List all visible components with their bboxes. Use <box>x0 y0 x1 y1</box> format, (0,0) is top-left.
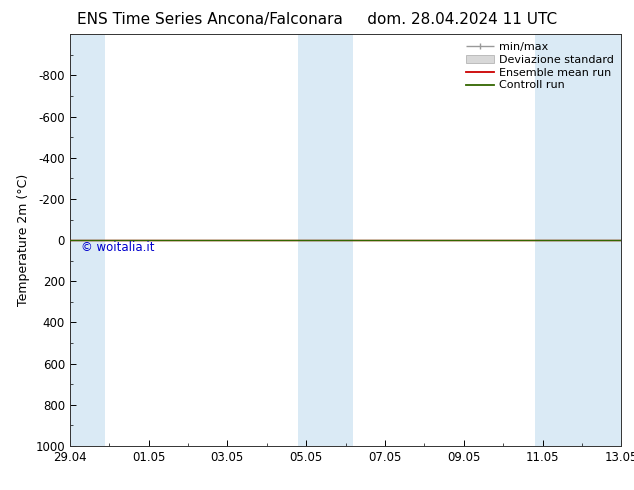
Text: ENS Time Series Ancona/Falconara     dom. 28.04.2024 11 UTC: ENS Time Series Ancona/Falconara dom. 28… <box>77 12 557 27</box>
Bar <box>298 34 353 446</box>
Legend: min/max, Deviazione standard, Ensemble mean run, Controll run: min/max, Deviazione standard, Ensemble m… <box>464 40 616 93</box>
Bar <box>534 34 574 446</box>
Y-axis label: Temperature 2m (°C): Temperature 2m (°C) <box>16 174 30 306</box>
Text: © woitalia.it: © woitalia.it <box>81 242 154 254</box>
Bar <box>70 34 105 446</box>
Bar <box>574 34 621 446</box>
